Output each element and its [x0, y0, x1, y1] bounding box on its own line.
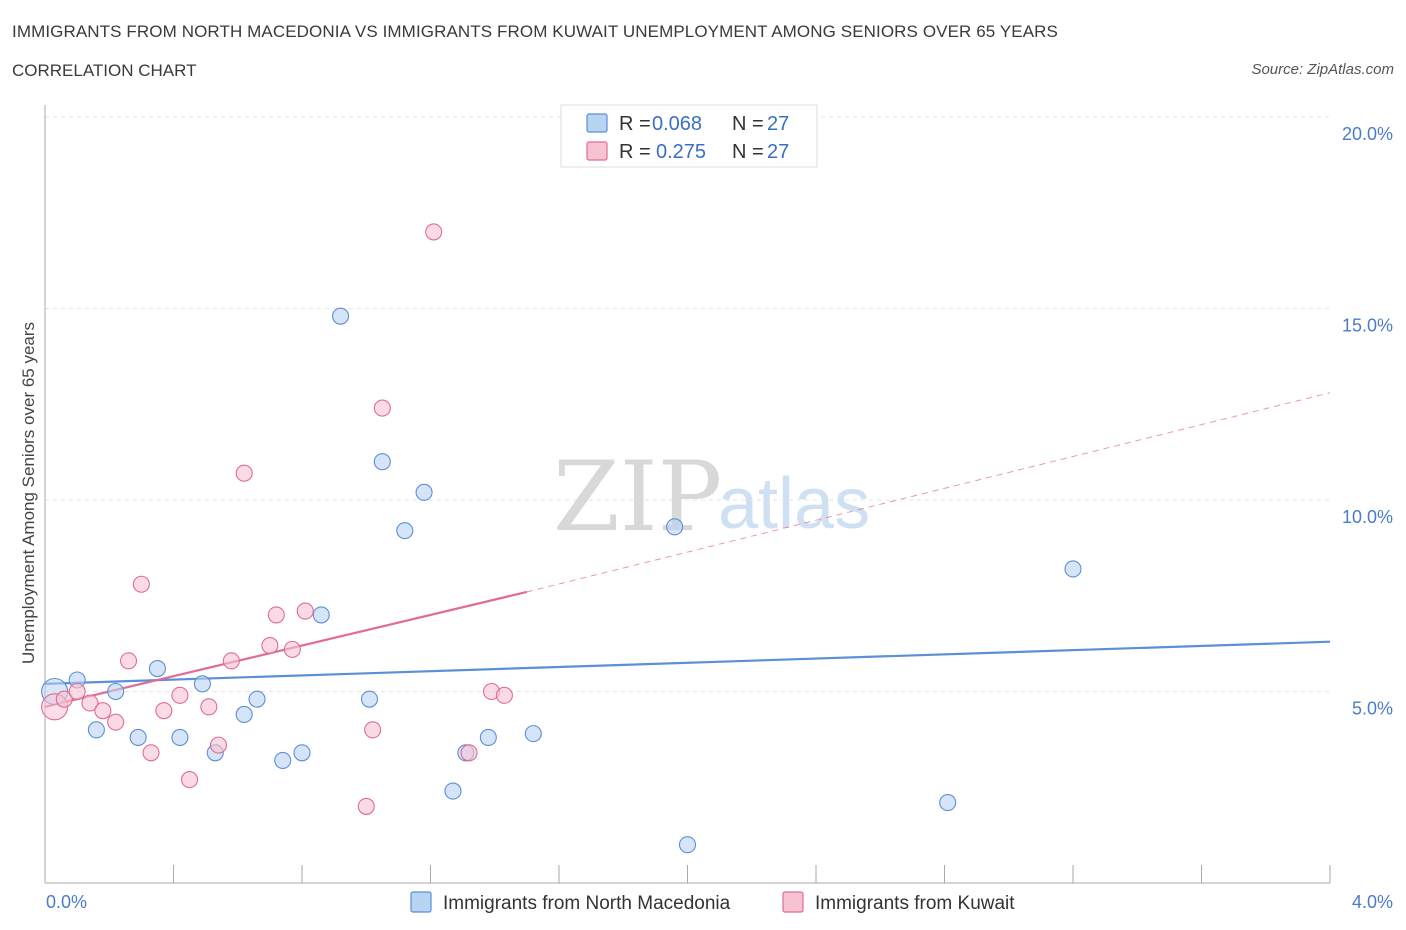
point-series-0-25	[939, 794, 957, 812]
point-series-1-16	[261, 636, 279, 655]
point-series-1-5	[107, 713, 125, 731]
point-series-1-17	[267, 606, 285, 624]
legend-n-value-2: 27	[767, 141, 789, 163]
legend-r-label-2: R =	[619, 141, 651, 163]
point-series-1-6	[119, 652, 138, 670]
point-series-1-15	[235, 464, 253, 482]
gridlines	[45, 116, 1330, 692]
data-points	[41, 223, 1082, 854]
chart-title: IMMIGRANTS FROM NORTH MACEDONIA VS IMMIG…	[12, 22, 1058, 41]
chart-subtitle: CORRELATION CHART	[12, 61, 197, 80]
series-legend-label-north-macedonia: Immigrants from North Macedonia	[443, 893, 731, 914]
point-series-1-9	[155, 702, 173, 720]
y-tick-label-2: 15.0%	[1342, 316, 1393, 336]
y-tick-label-0: 5.0%	[1352, 699, 1393, 719]
point-series-1-8	[142, 744, 160, 762]
x-tick-label-0: 0.0%	[46, 892, 87, 912]
point-series-0-18	[415, 483, 433, 501]
point-series-0-23	[666, 518, 684, 536]
legend-n-label-2: N =	[732, 141, 764, 163]
series-legend-label-kuwait: Immigrants from Kuwait	[815, 893, 1015, 914]
point-series-1-26	[495, 686, 513, 704]
point-series-0-10	[248, 690, 266, 708]
series-legend-swatch-north-macedonia	[410, 891, 432, 913]
y-tick-label-1: 10.0%	[1342, 507, 1393, 527]
legend-swatch-kuwait	[586, 141, 608, 161]
point-series-1-21	[364, 721, 382, 739]
y-tick-label-3: 20.0%	[1342, 124, 1393, 144]
watermark-atlas: atlas	[718, 464, 870, 544]
point-series-1-14	[222, 652, 240, 670]
tick-labels: 5.0% 10.0% 15.0% 20.0% 0.0% 4.0%	[46, 124, 1393, 912]
point-series-0-4	[129, 728, 147, 747]
point-series-0-6	[171, 728, 189, 747]
point-series-0-22	[524, 725, 542, 743]
point-series-1-11	[181, 771, 199, 789]
source-label: Source: ZipAtlas.com	[1251, 61, 1394, 78]
watermark-zip: ZIP	[553, 441, 722, 553]
point-series-0-24	[678, 836, 697, 854]
point-series-1-18	[283, 640, 301, 658]
legend-n-label-1: N =	[732, 113, 764, 135]
point-series-1-3	[81, 694, 99, 712]
point-series-1-7	[132, 575, 150, 593]
point-series-0-21	[479, 728, 497, 747]
point-series-1-22	[373, 399, 391, 417]
point-series-1-12	[200, 698, 218, 716]
watermark: ZIP atlas	[553, 441, 870, 553]
point-series-1-2	[68, 682, 86, 701]
legend-swatch-north-macedonia	[586, 113, 608, 133]
y-axis-label: Unemployment Among Seniors over 65 years	[19, 322, 38, 664]
axes	[44, 105, 1331, 884]
point-series-0-9	[235, 705, 253, 724]
point-series-1-1	[55, 690, 73, 708]
point-series-1-23	[425, 223, 443, 241]
point-series-1-19	[296, 602, 314, 620]
series-legend-swatch-kuwait	[782, 891, 804, 913]
point-series-0-17	[396, 522, 414, 540]
point-series-0-19	[444, 782, 462, 800]
legend-r-value-1: 0.068	[652, 113, 702, 135]
trend-line-series-0	[44, 640, 1331, 685]
point-series-0-16	[373, 453, 391, 471]
point-series-0-26	[1064, 560, 1082, 578]
legend-r-value-2: 0.275	[656, 141, 706, 163]
point-series-0-12	[293, 744, 311, 762]
point-series-0-11	[274, 751, 292, 769]
point-series-0-2	[87, 721, 105, 739]
point-series-1-4	[94, 702, 112, 720]
point-series-1-24	[460, 744, 478, 762]
point-series-0-7	[193, 675, 211, 693]
point-series-1-10	[171, 686, 189, 704]
point-series-1-13	[209, 736, 228, 754]
point-series-1-20	[357, 797, 375, 815]
stats-legend: R = 0.068 N = 27 R = 0.275 N = 27	[560, 104, 818, 168]
series-legend: Immigrants from North Macedonia Immigran…	[410, 891, 1015, 914]
point-series-0-15	[360, 690, 379, 708]
point-series-0-3	[107, 682, 125, 701]
point-series-0-13	[312, 606, 330, 624]
x-tick-label-1: 4.0%	[1352, 892, 1393, 912]
trend-extension-series-1	[526, 392, 1331, 593]
legend-n-value-1: 27	[767, 113, 789, 135]
point-series-0-14	[331, 307, 350, 325]
legend-r-label-1: R =	[619, 113, 651, 135]
point-series-0-5	[148, 659, 166, 678]
